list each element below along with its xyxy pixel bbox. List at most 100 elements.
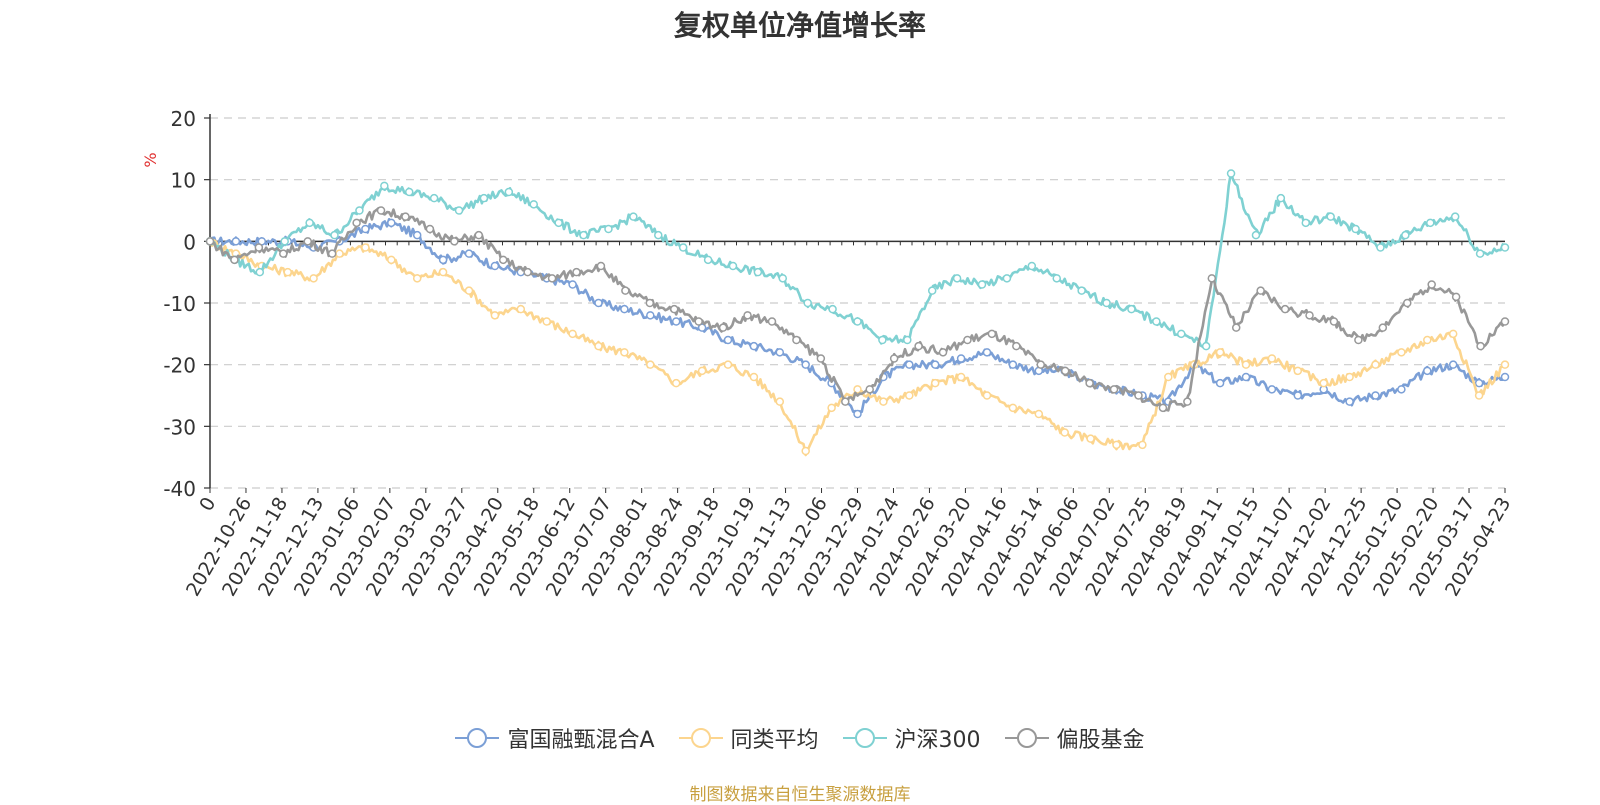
series-point [1158, 403, 1168, 413]
series-point [1164, 372, 1173, 382]
series-point [1060, 366, 1070, 376]
series-point [1305, 311, 1314, 320]
series-point [703, 255, 713, 265]
series-point [523, 267, 532, 277]
series-point [1002, 274, 1012, 283]
series-point [1060, 428, 1069, 437]
series-point [279, 249, 288, 258]
series-point [1102, 298, 1111, 308]
series-point [914, 341, 923, 351]
series-point [401, 212, 410, 221]
series-point [930, 378, 940, 388]
chart-title: 复权单位净值增长率 [673, 9, 926, 42]
series-point [361, 224, 370, 234]
series-point [956, 372, 966, 382]
series-point [697, 366, 707, 376]
series-point [801, 446, 810, 456]
series-point [361, 243, 370, 252]
series-point [604, 224, 613, 234]
series-point [1326, 212, 1335, 221]
series-point [718, 323, 728, 332]
series-point [1027, 261, 1037, 271]
series-line [208, 239, 1506, 457]
series-point [828, 304, 837, 314]
series-point [801, 360, 810, 369]
y-tick-label: -30 [163, 415, 196, 439]
legend-swatch-icon [1004, 728, 1049, 748]
series-point [230, 255, 239, 265]
series-point [646, 360, 655, 369]
series-point [1215, 348, 1225, 357]
series-point [827, 403, 836, 413]
series-point [438, 255, 448, 265]
y-tick-label: 10 [171, 169, 196, 193]
series-point [1215, 378, 1225, 388]
series-point [1371, 391, 1380, 400]
series-point [956, 354, 966, 363]
series-point [792, 335, 801, 345]
x-tick-label: 0 [195, 494, 220, 515]
series-point [1138, 440, 1147, 450]
series-point [1448, 329, 1458, 339]
series-point [853, 409, 862, 419]
series-point [1276, 193, 1286, 203]
series-point [387, 218, 396, 228]
series-point [654, 230, 663, 240]
series-point [464, 249, 474, 258]
legend-swatch-icon [455, 728, 500, 748]
series-point [1351, 224, 1360, 234]
series-point [1423, 335, 1432, 345]
y-axis-label: % [141, 152, 160, 167]
y-tick-label: 20 [171, 107, 196, 131]
series-point [1134, 391, 1143, 400]
series-point [1376, 243, 1385, 252]
series-point [778, 274, 788, 283]
series-point [438, 267, 448, 277]
series-point [753, 267, 763, 277]
series-point [1109, 385, 1119, 394]
series-point [879, 397, 888, 406]
series-point [671, 378, 681, 388]
legend-label: 富国融甄混合A [507, 728, 655, 753]
series-point [1293, 366, 1303, 376]
series-point [305, 218, 314, 228]
series-point [905, 391, 914, 400]
series-point [620, 348, 629, 357]
series-point [841, 397, 850, 406]
series-point [327, 249, 337, 258]
series-point [254, 243, 264, 252]
series-point [1401, 230, 1410, 240]
series-point [1251, 230, 1261, 240]
series-point [1241, 372, 1251, 382]
series-point [952, 274, 962, 283]
series-point [775, 348, 785, 357]
series-point [1450, 212, 1460, 221]
series-point [723, 335, 733, 345]
series-point [380, 181, 389, 191]
legend-label: 偏股基金 [1056, 728, 1145, 753]
series-point [987, 329, 997, 339]
series-point [1345, 372, 1354, 382]
series-point [878, 335, 887, 345]
series-point [450, 237, 459, 246]
legend-item[interactable]: 同类平均 [678, 722, 819, 754]
series-point [572, 267, 581, 277]
series-point [1052, 274, 1061, 283]
series-point [1426, 218, 1435, 228]
series-point [927, 286, 937, 295]
legend-item[interactable]: 偏股基金 [1004, 722, 1145, 754]
series-point [596, 261, 606, 271]
series-point [1293, 391, 1303, 400]
series-point [1427, 280, 1436, 289]
series-point [803, 298, 812, 308]
series-point [620, 304, 629, 314]
series-point [474, 230, 484, 240]
legend: 富国融甄混合A 同类平均 沪深300 偏股基金 [0, 722, 1600, 754]
series-point [728, 261, 738, 271]
legend-item[interactable]: 富国融甄混合A [455, 722, 655, 754]
series-point [1475, 249, 1485, 258]
y-tick-label: -20 [163, 354, 196, 378]
series-point [579, 230, 588, 240]
legend-item[interactable]: 沪深300 [842, 722, 981, 754]
